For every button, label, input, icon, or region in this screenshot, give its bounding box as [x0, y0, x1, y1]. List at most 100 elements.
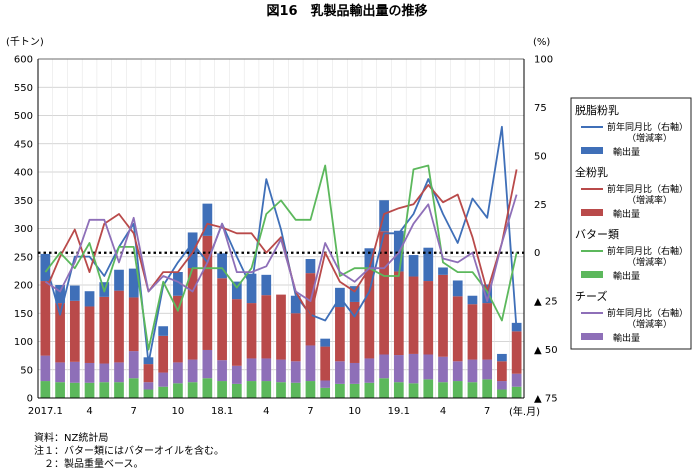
- bar-segment: [497, 361, 507, 382]
- series-line: [44, 169, 518, 318]
- bar-segment: [452, 361, 463, 382]
- bar-segment: [423, 281, 434, 355]
- bar-segment: [84, 362, 95, 383]
- y-left-tick-label: 100: [14, 337, 33, 348]
- bar-segment: [69, 361, 80, 383]
- bar-segment: [202, 203, 213, 236]
- series-line: [44, 194, 518, 303]
- y-right-tick-label: 50: [534, 151, 547, 162]
- legend-box: [570, 97, 692, 350]
- bar-segment: [408, 383, 419, 398]
- bar-segment: [320, 380, 331, 388]
- bar-segment: [128, 297, 139, 352]
- legend-line-label: 前年同月比（右軸）: [607, 121, 688, 133]
- bar-segment: [143, 364, 154, 383]
- legend-line-label: 前年同月比（右軸）: [607, 245, 688, 257]
- lines: [44, 125, 518, 365]
- y-right-tick-label: 25: [534, 200, 547, 211]
- legend-bar-swatch: [581, 209, 603, 216]
- bar-segment: [393, 355, 404, 383]
- bar-segment: [320, 387, 331, 398]
- bar-segment: [173, 383, 183, 398]
- y-left-tick-label: 200: [14, 281, 33, 292]
- bar-segment: [143, 389, 154, 398]
- bar-segment: [305, 345, 316, 382]
- bar-segment: [467, 304, 478, 360]
- note-2: ２：製品重量ベース。: [34, 459, 144, 470]
- bar-segment: [423, 379, 434, 398]
- bar-segment: [467, 359, 478, 383]
- bar-segment: [187, 268, 198, 360]
- bar-segment: [114, 290, 124, 363]
- left-axis-unit: (千トン): [6, 36, 44, 48]
- bar-segment: [158, 372, 169, 387]
- bar-segment: [158, 326, 169, 336]
- bar-segment: [84, 382, 95, 398]
- y-right-tick-label: 75: [534, 103, 547, 114]
- bar-segment: [438, 274, 448, 357]
- legend-line-label-sub: （増減率）: [627, 318, 672, 330]
- y-left-tick-label: 550: [14, 83, 33, 94]
- x-tick-label: 10: [348, 406, 361, 417]
- x-tick-label: 7: [484, 406, 490, 417]
- bar-segment: [55, 362, 65, 383]
- bar-segment: [202, 235, 213, 350]
- y-left-tick-label: 400: [14, 168, 33, 179]
- bar-segment: [497, 381, 507, 390]
- legend-bar-label: 輸出量: [613, 146, 640, 158]
- bar-segment: [246, 358, 257, 382]
- bar-segment: [364, 269, 375, 359]
- bar-segment: [40, 281, 51, 356]
- legend-bar-swatch: [581, 147, 603, 154]
- y-left-tick-label: 600: [14, 55, 33, 66]
- y-right-tick-label: ▲ 25: [534, 297, 558, 308]
- y-left-tick-label: 350: [14, 196, 33, 207]
- x-tick-label: 2017.1: [28, 406, 63, 417]
- legend-line-label: 前年同月比（右軸）: [607, 183, 688, 195]
- bar-segment: [393, 271, 404, 356]
- bar-segment: [438, 356, 448, 383]
- bar-segment: [423, 354, 434, 380]
- bar-segment: [55, 382, 65, 398]
- bar-segment: [40, 355, 51, 382]
- bar-segment: [379, 231, 389, 355]
- bar-segment: [408, 255, 419, 277]
- bar-segment: [261, 358, 272, 382]
- y-left-tick-label: 0: [27, 394, 33, 405]
- bar-segment: [497, 389, 507, 398]
- bar-segment: [231, 365, 242, 384]
- bar-segment: [349, 286, 360, 302]
- bar-segment: [173, 295, 183, 363]
- note-1: 注１：バター類にはバターオイルを含む。: [34, 446, 224, 457]
- chart-title: 図16 乳製品輸出量の推移: [266, 3, 427, 19]
- legend-bar-label: 輸出量: [613, 332, 640, 344]
- bar-segment: [261, 274, 272, 296]
- bar-segment: [231, 281, 242, 300]
- bar-segment: [349, 383, 360, 398]
- bar-segment: [276, 382, 286, 398]
- bar-segment: [40, 253, 51, 282]
- bar-segment: [55, 285, 65, 304]
- bar-segment: [114, 269, 124, 291]
- bar-segment: [408, 353, 419, 384]
- bar-segment: [305, 259, 316, 274]
- bar-segment: [217, 360, 227, 382]
- bar-segment: [364, 248, 375, 270]
- y-right-tick-label: ▲ 50: [534, 345, 558, 356]
- bar-segment: [55, 303, 65, 363]
- x-tick-label: 18.1: [211, 406, 233, 417]
- legend-bar-label: 輸出量: [613, 270, 640, 282]
- bar-segment: [511, 386, 522, 398]
- bar-segment: [69, 285, 80, 301]
- bar-segment: [202, 349, 213, 379]
- bar-segment: [99, 296, 110, 364]
- y-left-tick-label: 300: [14, 224, 33, 235]
- x-tick-label: 4: [86, 406, 92, 417]
- y-right-tick-label: ▲ 75: [534, 394, 558, 405]
- bar-segment: [290, 382, 301, 398]
- bar-segment: [305, 381, 316, 398]
- bar-segment: [276, 294, 286, 360]
- bar-segment: [261, 295, 272, 359]
